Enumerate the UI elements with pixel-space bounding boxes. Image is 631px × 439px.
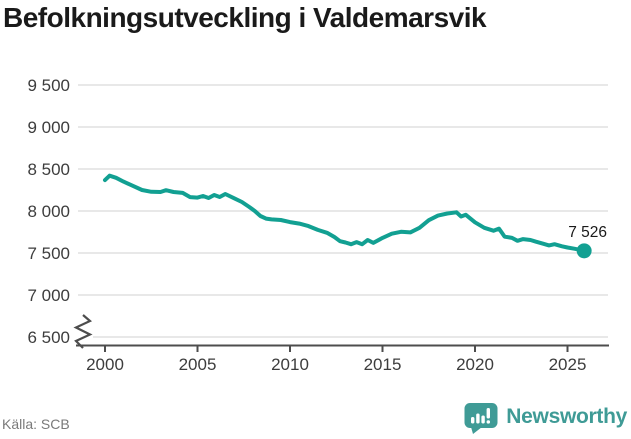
x-tick-label: 2005 — [179, 355, 217, 374]
y-tick-label: 6 500 — [27, 328, 70, 347]
source-label: Källa: SCB — [2, 416, 70, 432]
x-tick-label: 2020 — [456, 355, 494, 374]
x-tick-label: 2010 — [271, 355, 309, 374]
newsworthy-brand[interactable]: Newsworthy — [463, 400, 627, 434]
y-tick-label: 8 000 — [27, 202, 70, 221]
latest-value-label: 7 526 — [568, 224, 607, 241]
x-tick-label: 2000 — [86, 355, 124, 374]
newsworthy-wordmark: Newsworthy — [506, 405, 627, 428]
chart-footer: Källa: SCB Newsworthy — [0, 397, 631, 439]
latest-value-dot — [576, 243, 592, 259]
x-tick-label: 2015 — [364, 355, 402, 374]
y-tick-label: 7 500 — [27, 244, 70, 263]
axis-break-icon — [73, 314, 93, 349]
y-tick-label: 9 500 — [27, 76, 70, 95]
y-tick-label: 8 500 — [27, 160, 70, 179]
chart-title: Befolkningsutveckling i Valdemarsvik — [3, 2, 487, 33]
x-tick-label: 2025 — [549, 355, 587, 374]
y-tick-label: 9 000 — [27, 118, 70, 137]
population-line — [103, 173, 587, 253]
y-tick-label: 7 000 — [27, 286, 70, 305]
newsworthy-logo-icon — [464, 403, 498, 434]
